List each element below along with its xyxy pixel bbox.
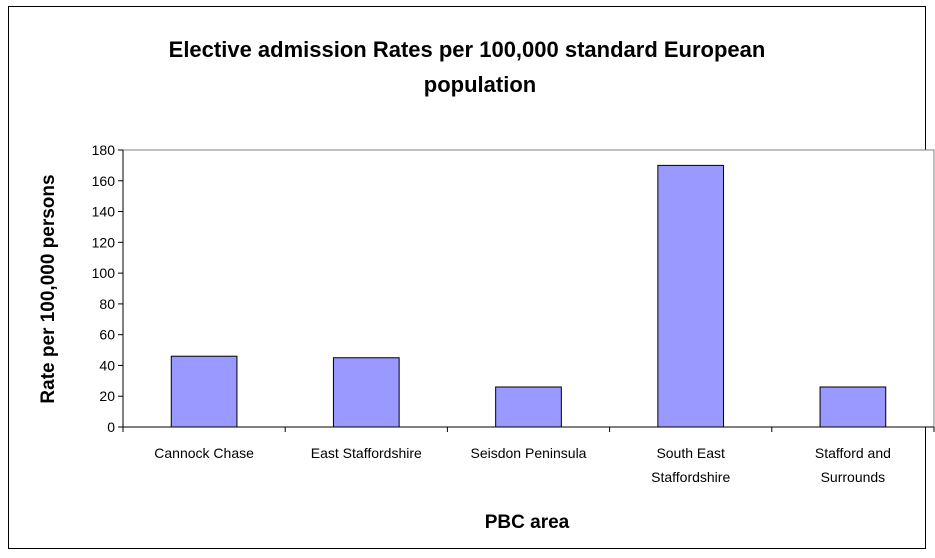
plot-area (122, 149, 935, 428)
x-category-label: Seisdon Peninsula (471, 445, 587, 461)
bar (657, 164, 725, 428)
y-tick-label: 40 (99, 357, 115, 373)
y-axis-title: Rate per 100,000 persons (38, 174, 59, 403)
x-category-label: Stafford and Surrounds (815, 445, 891, 485)
bars (170, 164, 887, 428)
y-tick-label: 160 (92, 173, 116, 189)
y-tick-label: 0 (107, 419, 115, 435)
x-axis (122, 426, 935, 432)
bar (819, 386, 887, 428)
y-axis: 0 20 40 60 80 100 120 140 160 180 (92, 142, 124, 435)
y-tick-label: 60 (99, 327, 115, 343)
category-labels: Cannock Chase East Staffordshire Seisdon P… (154, 445, 891, 485)
x-axis-title: PBC area (485, 512, 570, 533)
chart-title-line-2: population (424, 72, 536, 97)
x-category-label: South East Staffordshire (651, 445, 730, 485)
y-tick-label: 120 (92, 234, 116, 250)
chart-title-line-1: Elective admission Rates per 100,000 sta… (169, 37, 766, 62)
bar (170, 355, 238, 428)
y-tick-label: 140 (92, 204, 116, 220)
bar (332, 357, 400, 428)
y-tick-label: 20 (99, 388, 115, 404)
x-category-label: Cannock Chase (154, 445, 254, 461)
x-category-label: East Staffordshire (311, 445, 422, 461)
y-tick-label: 80 (99, 296, 115, 312)
y-tick-label: 180 (92, 142, 116, 158)
bar (495, 386, 562, 428)
y-tick-label: 100 (92, 265, 116, 281)
